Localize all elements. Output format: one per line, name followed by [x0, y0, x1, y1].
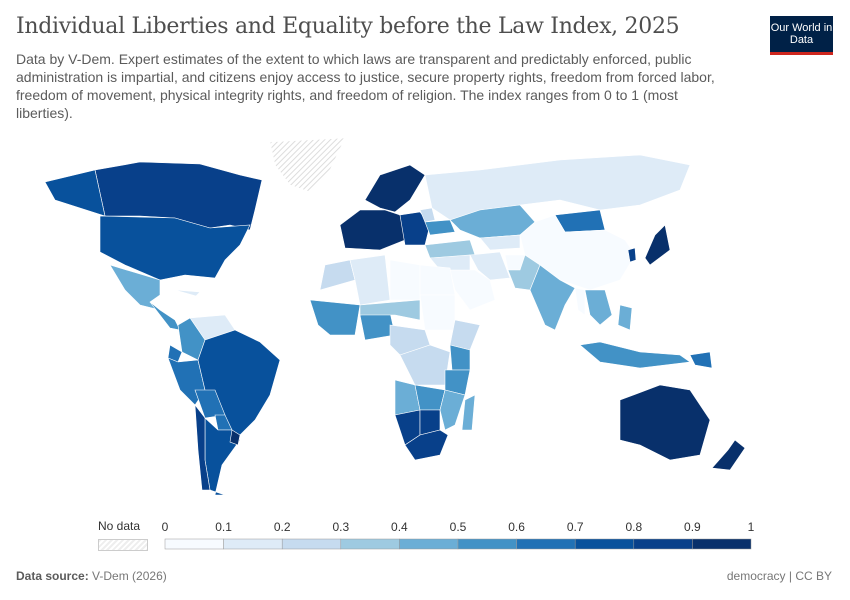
country-belarus[interactable] — [419, 207, 436, 223]
country-southeast-asia[interactable] — [584, 289, 613, 326]
country-alaska-united-states[interactable] — [44, 169, 106, 217]
legend-tick: 0.6 — [508, 520, 525, 534]
country-mozambique[interactable] — [439, 389, 466, 431]
legend-tick: 0.4 — [391, 520, 408, 534]
country-dr-congo[interactable] — [399, 344, 451, 386]
country-morocco[interactable] — [319, 259, 356, 291]
legend-no-data-swatch — [98, 539, 148, 551]
legend-no-data-label: No data — [98, 519, 141, 533]
country-indonesia[interactable] — [579, 341, 691, 369]
owid-logo[interactable]: Our World in Data — [770, 16, 833, 55]
country-brazil[interactable] — [197, 329, 281, 436]
country-eastern-europe[interactable] — [399, 211, 431, 246]
country-sahel[interactable] — [359, 299, 421, 321]
data-source-link[interactable]: V-Dem (2026) — [92, 569, 167, 583]
country-ethiopia[interactable] — [449, 319, 481, 351]
legend-tick: 0 — [162, 520, 169, 534]
chart-title: Individual Liberties and Equality before… — [16, 14, 680, 39]
legend-bin-0[interactable] — [164, 538, 224, 550]
country-india[interactable] — [529, 264, 576, 331]
legend-bin-1[interactable] — [223, 538, 283, 550]
country-libya[interactable] — [389, 259, 421, 301]
country-chile[interactable] — [194, 404, 211, 491]
country-new-zealand[interactable] — [711, 439, 746, 471]
legend-tick: 0.1 — [215, 520, 232, 534]
country-sudan[interactable] — [419, 294, 456, 331]
country-zambia[interactable] — [414, 384, 446, 411]
country-saudi-arabia[interactable] — [449, 269, 496, 311]
country-scandinavia[interactable] — [364, 164, 426, 213]
country-south-korea[interactable] — [627, 247, 637, 263]
legend-tick: 0.5 — [450, 520, 467, 534]
country-papua-new-guinea[interactable] — [689, 351, 713, 369]
country-russia[interactable] — [424, 154, 691, 221]
country-central-asia[interactable] — [479, 234, 521, 251]
country-west-africa[interactable] — [309, 299, 361, 336]
world-map — [44, 137, 746, 496]
legend-bin-4[interactable] — [399, 538, 459, 550]
country-myanmar[interactable] — [574, 287, 586, 316]
legend-tick: 0.8 — [625, 520, 642, 534]
country-philippines[interactable] — [617, 304, 633, 331]
data-source-label: Data source: — [16, 569, 89, 583]
legend-tick: 0.3 — [332, 520, 349, 534]
country-western-europe[interactable] — [339, 209, 406, 251]
country-iran[interactable] — [469, 251, 511, 281]
country-madagascar[interactable] — [461, 394, 476, 431]
legend-tick: 0.7 — [567, 520, 584, 534]
country-ukraine[interactable] — [424, 219, 456, 236]
country-egypt[interactable] — [419, 264, 456, 296]
color-legend: 0 0.1 0.2 0.3 0.4 0.5 0.6 0.7 0.8 0.9 1 — [162, 520, 755, 550]
country-cuba[interactable] — [174, 289, 201, 297]
country-canada[interactable] — [94, 161, 263, 231]
country-japan[interactable] — [644, 224, 671, 266]
legend-bin-7[interactable] — [574, 538, 635, 550]
country-uruguay[interactable] — [229, 429, 241, 446]
legend-tick: 1 — [748, 520, 755, 534]
country-central-america[interactable] — [149, 301, 181, 331]
legend-tick: 0.9 — [684, 520, 701, 534]
country-australia[interactable] — [619, 384, 711, 461]
legend-bin-9[interactable] — [692, 538, 752, 550]
country-algeria[interactable] — [349, 254, 391, 306]
footer-topic-license[interactable]: democracy | CC BY — [726, 569, 832, 583]
data-source: Data source: V-Dem (2026) — [16, 569, 167, 583]
country-south-africa[interactable] — [404, 429, 449, 461]
legend-bin-5[interactable] — [457, 538, 517, 550]
country-united-states[interactable] — [99, 215, 251, 281]
legend-bin-8[interactable] — [633, 538, 693, 550]
country-greenland[interactable] — [269, 137, 346, 193]
legend-tick: 0.2 — [274, 520, 291, 534]
legend-bin-6[interactable] — [516, 538, 576, 550]
legend-bin-3[interactable] — [340, 538, 400, 550]
legend-bin-2[interactable] — [281, 538, 342, 550]
chart-subtitle: Data by V-Dem. Expert estimates of the e… — [16, 51, 715, 121]
